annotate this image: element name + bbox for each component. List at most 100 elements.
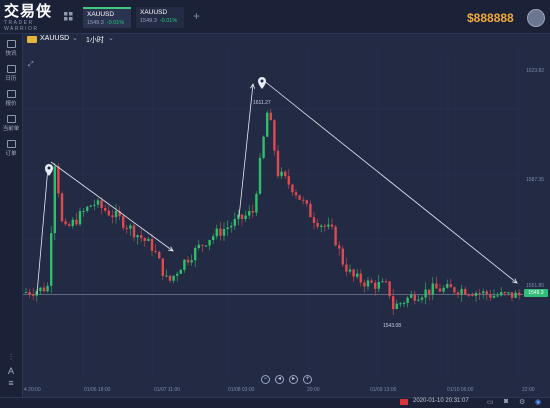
candlestick-chart[interactable] — [23, 49, 523, 385]
tab-price: 1549.3 — [87, 20, 104, 26]
candle-body — [24, 291, 28, 293]
candle-body — [424, 289, 427, 298]
candle-body — [147, 238, 150, 241]
help-icon[interactable]: ◉ — [535, 399, 542, 406]
trend-arrow-down-head — [168, 246, 174, 252]
candle-body — [413, 294, 416, 301]
chevron-down-icon[interactable]: ⌄ — [72, 35, 78, 42]
candle-body — [212, 236, 215, 241]
x-tick-label: 20:00 — [307, 387, 320, 393]
candle-body — [204, 245, 208, 247]
candle-body — [233, 219, 236, 226]
folder-icon[interactable]: ▭ — [487, 399, 494, 406]
candle-body — [237, 214, 240, 220]
candle-body — [287, 176, 290, 185]
text-tool-icon[interactable]: A — [7, 366, 14, 376]
candle-body — [183, 259, 186, 270]
candle-body — [438, 288, 442, 292]
x-tick-label: 01/06 18:00 — [84, 387, 111, 393]
camera-icon[interactable]: ◙ — [504, 398, 509, 405]
timeframe-selector[interactable]: 1小时 — [86, 37, 104, 44]
candle-body — [341, 248, 344, 265]
candle-body — [399, 303, 402, 305]
sidebar-item-quotes[interactable]: 报价 — [0, 90, 22, 107]
x-tick-label: 01/09 13:00 — [370, 387, 397, 393]
candle-body — [251, 211, 254, 213]
candle-body — [39, 287, 42, 292]
tab-xauusd-1[interactable]: XAUUSD 1549.3 -0.01% — [83, 7, 131, 28]
candle-body — [132, 225, 136, 238]
candle-body — [431, 283, 434, 295]
x-tick-label: 4 20:00 — [24, 387, 41, 393]
candle-body — [42, 287, 46, 292]
candle-body — [359, 273, 362, 283]
trend-arrow-up — [238, 83, 254, 218]
expand-icon[interactable]: ⤢ — [28, 61, 34, 68]
candle-body — [316, 222, 319, 227]
zoom-in-button[interactable]: + — [303, 375, 312, 384]
sidebar-item-calendar[interactable]: 日历 — [0, 65, 22, 82]
apps-grid-icon[interactable] — [64, 12, 73, 21]
candle-body — [294, 192, 298, 196]
sidebar-item-label: 订单 — [5, 151, 17, 157]
tab-symbol: XAUUSD — [87, 11, 115, 18]
zoom-out-button[interactable]: − — [261, 375, 270, 384]
trend-arrow-up — [36, 166, 49, 295]
symbol-selector[interactable]: XAUUSD — [40, 35, 70, 42]
symbol-flag-icon — [27, 36, 37, 43]
candle-body — [201, 244, 204, 246]
candle-body — [280, 171, 283, 177]
candle-body — [46, 285, 49, 292]
candle-body — [478, 293, 481, 295]
server-time: 2020-01-10 20:31:07 — [413, 398, 469, 404]
candle-body — [442, 287, 445, 292]
sidebar-item-news[interactable]: 快讯 — [0, 40, 22, 57]
candle-body — [172, 275, 175, 281]
candle-body — [50, 233, 53, 286]
candle-body — [258, 157, 262, 194]
candle-body — [208, 240, 211, 246]
avatar[interactable] — [527, 9, 545, 27]
x-tick-label: 22:00 — [522, 387, 535, 393]
candle-body — [273, 120, 276, 151]
candle-body — [222, 229, 226, 236]
tab-symbol: XAUUSD — [140, 9, 168, 16]
candle-body — [122, 216, 125, 228]
candle-body — [388, 281, 391, 297]
chevron-down-icon[interactable]: ⌄ — [108, 35, 114, 42]
candle-body — [291, 184, 294, 193]
settings-icon[interactable]: ⚙ — [519, 399, 526, 406]
candle-body — [377, 281, 380, 289]
scroll-left-button[interactable]: ◂ — [275, 375, 284, 384]
high-price-label: 1611.27 — [253, 100, 271, 106]
candle-body — [518, 292, 521, 296]
candle-body — [348, 269, 352, 272]
sidebar-item-current-orders[interactable]: 当前单 — [0, 115, 22, 132]
sidebar-item-orders[interactable]: 订单 — [0, 140, 22, 157]
candle-body — [262, 136, 265, 158]
candle-body — [86, 206, 89, 211]
location-pin-icon — [258, 77, 266, 89]
candle-body — [370, 280, 373, 283]
add-tab-icon[interactable]: + — [193, 9, 201, 23]
candle-body — [366, 280, 370, 287]
candle-body — [464, 288, 467, 295]
candle-body — [104, 208, 107, 211]
candle-body — [60, 193, 64, 222]
tab-xauusd-2[interactable]: XAUUSD 1549.3 -0.01% — [136, 7, 184, 28]
candle-body — [197, 244, 200, 249]
scroll-right-button[interactable]: ▸ — [289, 375, 298, 384]
menu-icon[interactable]: ≡ — [8, 378, 14, 388]
candle-body — [334, 226, 337, 246]
flash-news-icon — [6, 40, 16, 48]
candle-body — [500, 292, 503, 296]
y-tick-label: 1551.80 — [526, 283, 545, 289]
calendar-icon — [6, 65, 16, 73]
candle-body — [118, 210, 121, 217]
candle-body — [226, 227, 229, 230]
indicator-icon[interactable]: ⫶ — [9, 352, 13, 362]
x-tick-label: 01/08 03:00 — [228, 387, 255, 393]
candle-body — [456, 292, 460, 295]
candle-body — [75, 219, 78, 225]
trend-arrow-down-head — [512, 278, 518, 284]
